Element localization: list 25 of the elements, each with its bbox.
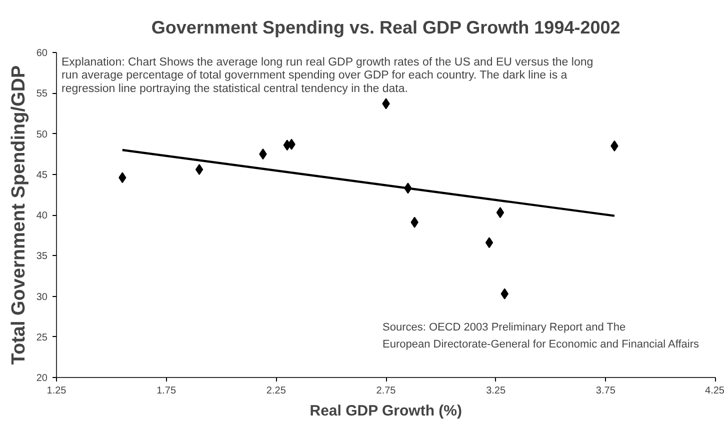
y-tick-label: 55 [36, 88, 48, 100]
annotation: Sources: OECD 2003 Preliminary Report and The [382, 322, 626, 334]
chart-title: Government Spending vs. Real GDP Growth 1994-2002 [151, 18, 620, 38]
y-tick-label: 20 [36, 373, 48, 384]
x-tick-label: 2.25 [266, 386, 286, 396]
point [195, 164, 204, 175]
y-tick-label: 60 [36, 48, 48, 59]
y-axis-title: Total Government Spending/GDP [8, 64, 30, 365]
x-tick-label: 4.25 [705, 386, 724, 396]
text: Explanation: Chart Shows the average long run real GDP growth rates of the US and EU versus the long run average percentage of total government spending over GDP for each country. The dark line is a regression line portraying the statistical central tendency in the data. [62, 56, 594, 95]
y-tick-label: 30 [36, 292, 48, 303]
y-tick-label: 40 [36, 210, 48, 222]
x-tick-label: 3.75 [596, 386, 616, 396]
y-tick-label: 35 [36, 251, 48, 262]
point [485, 237, 494, 248]
x-tick-label: 1.75 [156, 386, 177, 396]
x-axis-title: Real GDP Growth (%) [310, 402, 462, 420]
point [496, 207, 504, 218]
annotation: European Directorate-General for Economic and Financial Affairs [382, 338, 700, 350]
x-tick-label: 3.25 [486, 386, 506, 396]
x-tick-label: 2.75 [376, 386, 396, 396]
y-tick-label: 45 [36, 170, 48, 181]
x-tick-label: 1.25 [46, 386, 67, 396]
y-tick-label: 25 [36, 332, 48, 344]
y-tick-label: 50 [36, 129, 48, 140]
